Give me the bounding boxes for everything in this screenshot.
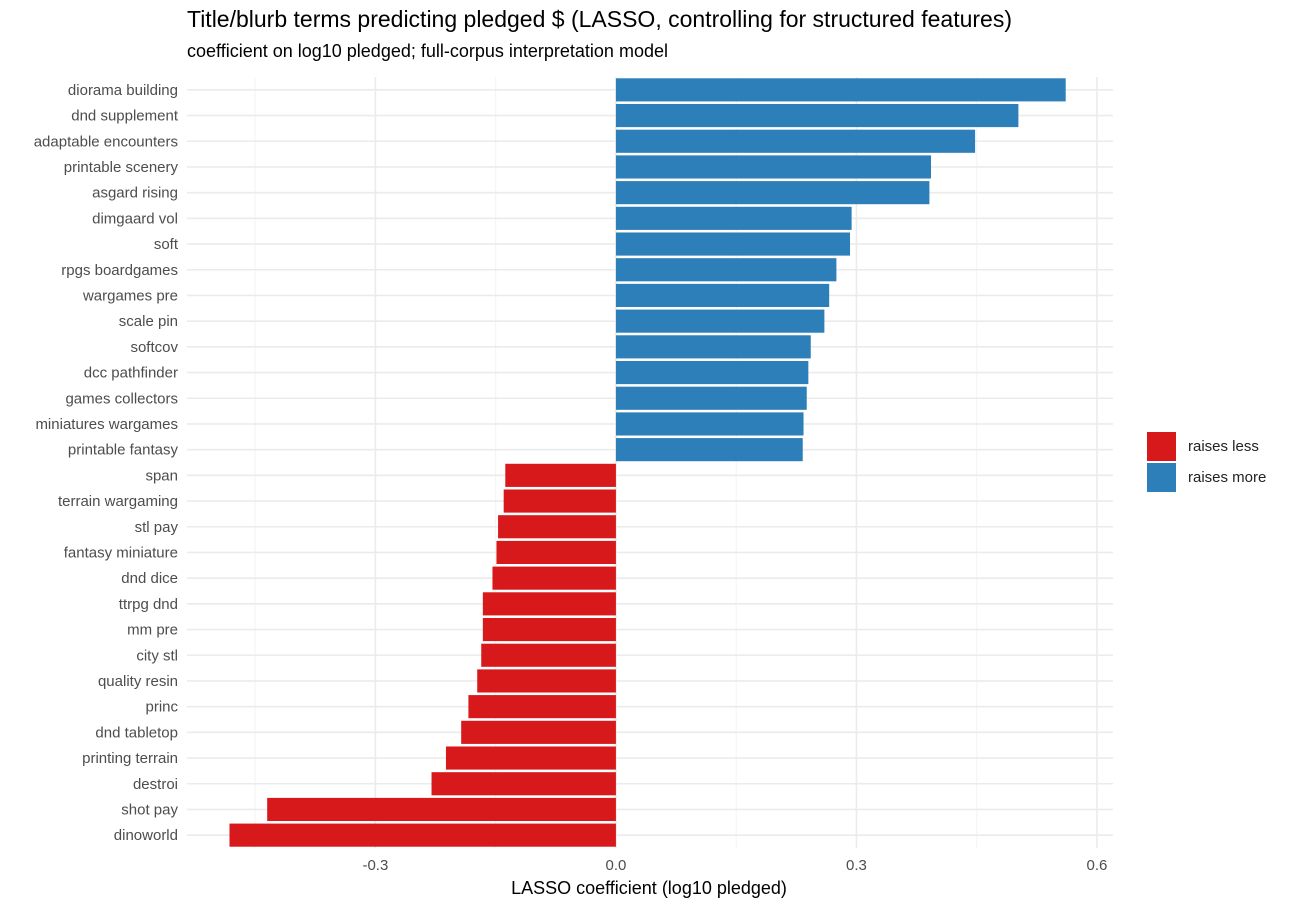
category-label: city stl — [136, 647, 178, 664]
x-tick-label: 0.3 — [846, 857, 867, 874]
category-label: diorama building — [68, 82, 178, 99]
bar-printable-fantasy — [615, 438, 803, 462]
legend-label: raises more — [1188, 469, 1267, 486]
bar-dcc-pathfinder — [615, 360, 809, 385]
bar-scale-pin — [615, 309, 825, 333]
bar-printing-terrain — [445, 746, 616, 770]
category-label: stl pay — [135, 519, 179, 536]
category-label: rpgs boardgames — [61, 262, 178, 279]
bar-terrain-wargaming — [503, 489, 616, 513]
category-label: printing terrain — [82, 750, 178, 767]
legend-item-raises-less: raises less — [1147, 431, 1266, 462]
category-label: dnd tabletop — [95, 724, 178, 741]
category-label: dnd dice — [121, 570, 178, 587]
bar-dnd-dice — [492, 566, 616, 590]
category-label: wargames pre — [82, 287, 178, 304]
bar-asgard-rising — [615, 181, 930, 205]
bar-dinoworld — [229, 823, 616, 847]
x-tick-label: -0.3 — [362, 857, 388, 874]
legend: raises less raises more — [1147, 431, 1266, 493]
category-label: softcov — [130, 339, 178, 356]
chart-subtitle: coefficient on log10 pledged; full-corpu… — [187, 41, 668, 61]
category-label: dnd supplement — [71, 108, 179, 125]
bar-adaptable-encounters — [615, 129, 976, 153]
bar-softcov — [615, 335, 811, 359]
bar-ttrpg-dnd — [482, 592, 616, 616]
bar-wargames-pre — [615, 283, 830, 308]
category-label: scale pin — [119, 313, 178, 330]
category-label: soft — [154, 236, 179, 253]
category-label: asgard rising — [92, 185, 178, 202]
bar-shot-pay — [267, 797, 616, 822]
bar-games-collectors — [615, 386, 807, 410]
bar-dnd-tabletop — [461, 720, 616, 744]
category-label: fantasy miniature — [64, 544, 178, 561]
category-label: princ — [145, 699, 178, 716]
category-label: miniatures wargames — [35, 416, 178, 433]
bar-diorama-building — [615, 78, 1066, 102]
bar-mm-pre — [482, 617, 616, 642]
category-label: games collectors — [65, 390, 178, 407]
bar-dnd-supplement — [615, 103, 1019, 128]
legend-key-raises-less — [1147, 432, 1176, 461]
category-label: printable fantasy — [68, 442, 179, 459]
category-label: shot pay — [121, 801, 178, 818]
bar-miniatures-wargames — [615, 412, 804, 436]
bar-fantasy-miniature — [496, 540, 616, 565]
bar-rpgs-boardgames — [615, 258, 837, 282]
legend-label: raises less — [1188, 438, 1259, 455]
bar-soft — [615, 232, 851, 256]
x-axis-label: LASSO coefficient (log10 pledged) — [511, 878, 787, 898]
legend-item-raises-more: raises more — [1147, 462, 1266, 493]
category-label: mm pre — [127, 622, 178, 639]
bar-stl-pay — [498, 515, 616, 539]
bars — [229, 78, 1066, 847]
x-tick-labels: -0.3 0.0 0.3 0.6 — [362, 857, 1107, 874]
category-label: span — [145, 467, 178, 484]
bar-city-stl — [481, 643, 616, 667]
bar-span — [505, 463, 616, 487]
category-label: quality resin — [98, 673, 178, 690]
x-tick-label: 0.6 — [1087, 857, 1108, 874]
category-label: dimgaard vol — [92, 210, 178, 227]
category-label: printable scenery — [64, 159, 179, 176]
chart-title: Title/blurb terms predicting pledged $ (… — [187, 6, 1012, 32]
legend-key-raises-more — [1147, 463, 1176, 492]
category-label: terrain wargaming — [58, 493, 178, 510]
category-labels: diorama building dnd supplement adaptable … — [34, 82, 179, 844]
category-label: ttrpg dnd — [119, 596, 178, 613]
category-label: dinoworld — [114, 827, 178, 844]
category-label: adaptable encounters — [34, 133, 178, 150]
x-tick-label: 0.0 — [605, 857, 626, 874]
bar-dimgaard-vol — [615, 206, 852, 230]
bar-quality-resin — [477, 669, 616, 693]
category-label: destroi — [133, 776, 178, 793]
bar-destroi — [431, 772, 616, 796]
category-label: dcc pathfinder — [84, 365, 178, 382]
bar-printable-scenery — [615, 155, 932, 179]
bar-princ — [468, 695, 616, 719]
